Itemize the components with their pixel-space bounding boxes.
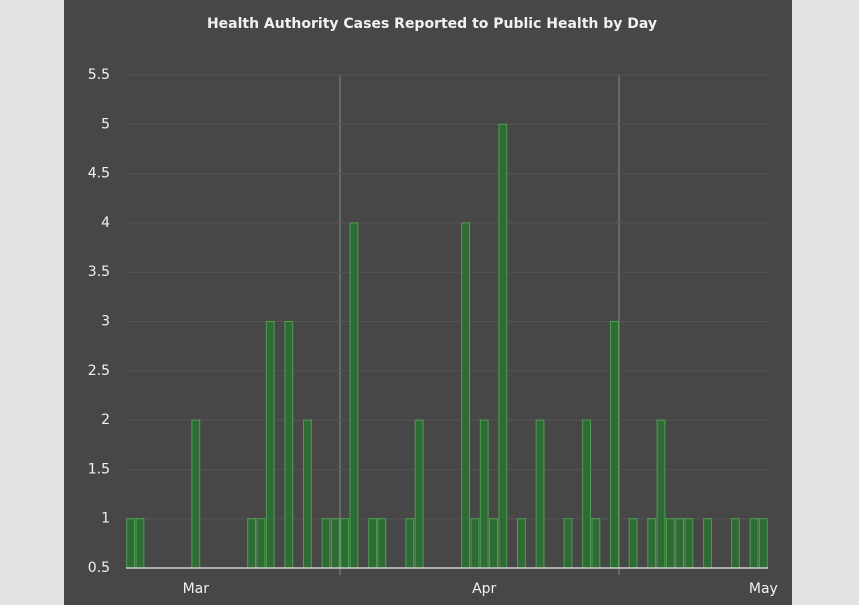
bar xyxy=(191,419,201,569)
bar xyxy=(684,518,694,569)
bar xyxy=(265,321,275,569)
bar xyxy=(563,518,573,569)
y-tick-label: 3.5 xyxy=(88,264,110,280)
bar xyxy=(135,518,145,569)
bar xyxy=(470,518,480,569)
y-tick-label: 1.5 xyxy=(88,461,110,477)
bar xyxy=(349,222,359,569)
bar xyxy=(340,518,350,569)
bar xyxy=(591,518,601,569)
panel xyxy=(64,0,792,605)
bar xyxy=(303,419,312,569)
bar xyxy=(479,419,489,569)
bar xyxy=(628,518,638,569)
bar xyxy=(498,123,508,569)
bar xyxy=(647,518,657,569)
bar xyxy=(461,222,471,569)
bar xyxy=(665,518,675,569)
bar xyxy=(368,518,377,569)
bar xyxy=(758,518,768,569)
x-tick-label: May xyxy=(749,581,778,597)
y-tick-label: 4 xyxy=(101,215,110,231)
bar xyxy=(675,518,685,569)
y-tick-label: 5 xyxy=(101,116,110,132)
y-tick-label: 2.5 xyxy=(88,363,110,379)
bar xyxy=(582,419,591,569)
bar xyxy=(656,419,666,569)
x-tick-label: Mar xyxy=(183,581,210,597)
chart-title: Health Authority Cases Reported to Publi… xyxy=(207,16,657,32)
y-tick-label: 2 xyxy=(101,412,110,428)
bar xyxy=(256,518,266,569)
y-tick-label: 3 xyxy=(101,314,110,330)
x-tick-label: Apr xyxy=(472,581,496,597)
y-tick-label: 0.5 xyxy=(88,560,110,576)
bar xyxy=(535,419,545,569)
bar xyxy=(610,321,619,569)
bar xyxy=(731,518,740,569)
bar xyxy=(405,518,415,569)
y-tick-label: 5.5 xyxy=(88,67,110,83)
bar xyxy=(126,518,136,569)
bar xyxy=(414,419,424,569)
bar xyxy=(330,518,340,569)
y-tick-label: 1 xyxy=(101,511,110,527)
y-tick-label: 4.5 xyxy=(88,166,110,182)
bar xyxy=(247,518,257,569)
bar xyxy=(749,518,759,569)
bar xyxy=(284,321,294,569)
bar xyxy=(517,518,526,569)
bar xyxy=(377,518,387,569)
bar xyxy=(321,518,331,569)
bar xyxy=(703,518,712,569)
grid: 0.5 1 1.5 2 2.5 3 3.5 4 4.5 5 5.5 Mar Apr May xyxy=(88,67,778,597)
bar xyxy=(489,518,498,569)
